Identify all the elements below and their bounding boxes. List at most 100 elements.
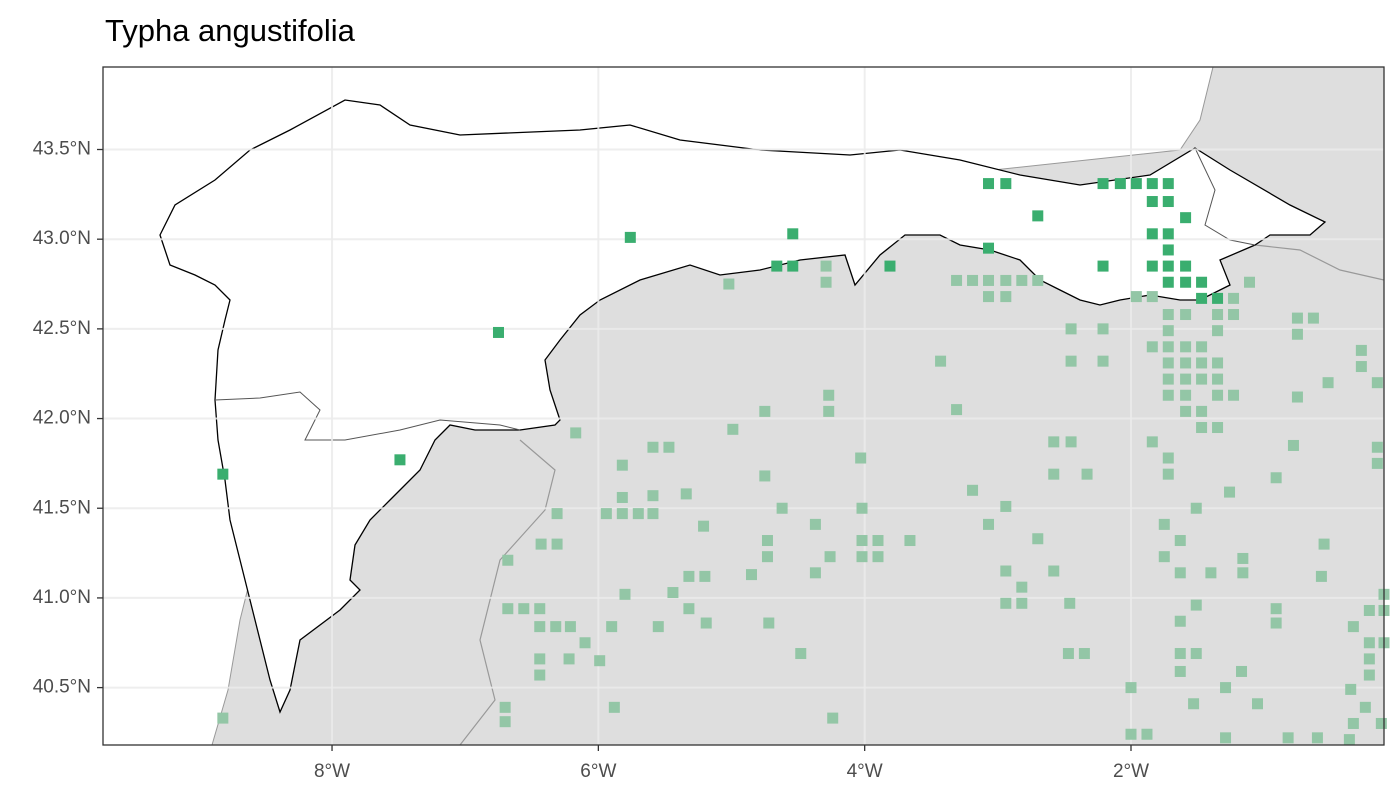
occurrence-point bbox=[492, 326, 504, 338]
occurrence-point bbox=[1174, 567, 1186, 579]
occurrence-point bbox=[1180, 341, 1192, 353]
occurrence-point bbox=[394, 454, 406, 466]
occurrence-point bbox=[1375, 717, 1387, 729]
occurrence-point bbox=[606, 621, 618, 633]
occurrence-point bbox=[1212, 309, 1224, 321]
occurrence-point bbox=[563, 653, 575, 665]
y-tick-label: 42.0°N bbox=[33, 408, 91, 429]
occurrence-point bbox=[1224, 486, 1236, 498]
points bbox=[217, 178, 1390, 746]
occurrence-point bbox=[594, 655, 606, 667]
occurrence-point bbox=[1212, 373, 1224, 385]
occurrence-point bbox=[795, 648, 807, 660]
occurrence-point bbox=[823, 405, 835, 417]
occurrence-point bbox=[1212, 422, 1224, 434]
occurrence-point bbox=[1158, 551, 1170, 563]
occurrence-point bbox=[1000, 274, 1012, 286]
occurrence-point bbox=[1212, 357, 1224, 369]
occurrence-point bbox=[1270, 603, 1282, 615]
border-lines bbox=[459, 244, 1384, 745]
occurrence-point bbox=[1196, 276, 1208, 288]
occurrence-point bbox=[579, 637, 591, 649]
occurrence-point bbox=[518, 603, 530, 615]
occurrence-point bbox=[884, 260, 896, 272]
occurrence-point bbox=[1180, 276, 1192, 288]
occurrence-point bbox=[761, 535, 773, 547]
occurrence-point bbox=[1347, 621, 1359, 633]
occurrence-point bbox=[727, 423, 739, 435]
occurrence-point bbox=[570, 427, 582, 439]
occurrence-point bbox=[1162, 309, 1174, 321]
occurrence-point bbox=[1162, 373, 1174, 385]
occurrence-point bbox=[680, 488, 692, 500]
occurrence-point bbox=[872, 535, 884, 547]
occurrence-point bbox=[499, 701, 511, 713]
occurrence-point bbox=[1291, 328, 1303, 340]
occurrence-point bbox=[1174, 535, 1186, 547]
occurrence-point bbox=[1180, 212, 1192, 224]
occurrence-point bbox=[1097, 260, 1109, 272]
occurrence-point bbox=[1363, 669, 1375, 681]
occurrence-point bbox=[776, 502, 788, 514]
occurrence-point bbox=[967, 274, 979, 286]
occurrence-point bbox=[1162, 468, 1174, 480]
occurrence-point bbox=[872, 551, 884, 563]
occurrence-point bbox=[1307, 312, 1319, 324]
axes: 8°W 6°W 4°W 2°W 40.5°N 41.0°N 41.5°N 42.0°N 42.5… bbox=[33, 139, 1149, 782]
occurrence-point bbox=[1371, 377, 1383, 389]
occurrence-point bbox=[1315, 570, 1327, 582]
occurrence-point bbox=[827, 712, 839, 724]
occurrence-point bbox=[1032, 274, 1044, 286]
occurrence-point bbox=[1244, 276, 1256, 288]
occurrence-point bbox=[1097, 355, 1109, 367]
occurrence-point bbox=[967, 484, 979, 496]
occurrence-point bbox=[1363, 604, 1375, 616]
occurrence-point bbox=[787, 260, 799, 272]
occurrence-point bbox=[1190, 648, 1202, 660]
occurrence-point bbox=[1162, 341, 1174, 353]
occurrence-point bbox=[745, 569, 757, 581]
occurrence-point bbox=[1146, 228, 1158, 240]
occurrence-point bbox=[1291, 312, 1303, 324]
occurrence-point bbox=[771, 260, 783, 272]
occurrence-point bbox=[1162, 178, 1174, 190]
occurrence-point bbox=[1065, 436, 1077, 448]
occurrence-point bbox=[564, 621, 576, 633]
occurrence-point bbox=[534, 653, 546, 665]
occurrence-point bbox=[1212, 292, 1224, 304]
occurrence-point bbox=[616, 491, 628, 503]
occurrence-point bbox=[1188, 698, 1200, 710]
occurrence-point bbox=[1228, 292, 1240, 304]
occurrence-point bbox=[1146, 436, 1158, 448]
occurrence-point bbox=[759, 470, 771, 482]
occurrence-point bbox=[809, 518, 821, 530]
occurrence-point bbox=[904, 535, 916, 547]
occurrence-point bbox=[820, 260, 832, 272]
occurrence-point bbox=[499, 716, 511, 728]
occurrence-point bbox=[1196, 422, 1208, 434]
occurrence-point bbox=[1228, 389, 1240, 401]
occurrence-point bbox=[600, 508, 612, 520]
occurrence-point bbox=[1363, 637, 1375, 649]
occurrence-point bbox=[1000, 291, 1012, 303]
y-tick-label: 41.0°N bbox=[33, 587, 91, 608]
occurrence-point bbox=[1048, 468, 1060, 480]
occurrence-point bbox=[856, 535, 868, 547]
occurrence-point bbox=[535, 538, 547, 550]
occurrence-point bbox=[632, 508, 644, 520]
occurrence-point bbox=[1162, 452, 1174, 464]
occurrence-point bbox=[1141, 728, 1153, 740]
occurrence-point bbox=[935, 355, 947, 367]
occurrence-point bbox=[217, 712, 229, 724]
occurrence-point bbox=[1162, 228, 1174, 240]
occurrence-point bbox=[1000, 565, 1012, 577]
occurrence-point bbox=[1000, 500, 1012, 512]
occurrence-point bbox=[1196, 292, 1208, 304]
basemap bbox=[103, 67, 1384, 745]
occurrence-point bbox=[1032, 210, 1044, 222]
occurrence-point bbox=[1016, 597, 1028, 609]
occurrence-point bbox=[1125, 682, 1137, 694]
occurrence-point bbox=[619, 588, 631, 600]
occurrence-point bbox=[1237, 552, 1249, 564]
